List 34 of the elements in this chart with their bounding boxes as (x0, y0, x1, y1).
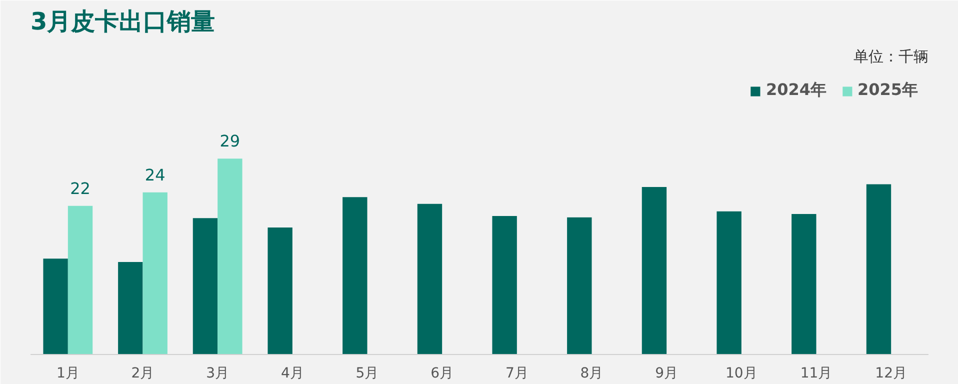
bar (866, 184, 892, 354)
bar (492, 216, 517, 354)
data-label: 24 (144, 165, 166, 184)
legend-label: 2024年 (766, 80, 826, 101)
bar (417, 204, 442, 354)
bar (792, 214, 816, 354)
chart-title: 3月皮卡出口销量 (30, 8, 216, 36)
x-tick-label: 8月 (580, 366, 604, 382)
x-tick-label: 9月 (655, 366, 678, 382)
bar (68, 206, 93, 354)
x-tick-label: 6月 (430, 366, 454, 382)
x-tick-label: 10月 (726, 366, 758, 382)
bar (118, 262, 143, 354)
bar (716, 211, 742, 354)
x-tick-label: 12月 (875, 366, 908, 382)
x-tick-label: 4月 (280, 366, 304, 382)
x-tick-label: 2月 (131, 366, 154, 382)
x-tick-label: 3月 (206, 366, 230, 382)
text: 单位：千辆 (854, 48, 928, 66)
bar (567, 217, 592, 354)
bar (642, 187, 667, 354)
data-label: 22 (70, 178, 90, 198)
x-tick-label: 11月 (800, 366, 832, 382)
x-tick-label: 7月 (505, 366, 528, 382)
bar (192, 218, 218, 354)
bar (268, 228, 292, 354)
bar (342, 197, 368, 354)
bar (218, 158, 242, 354)
legend-label: 2025年 (857, 80, 918, 101)
data-label: 29 (220, 132, 240, 151)
x-tick-label: 5月 (356, 366, 379, 382)
bar (43, 258, 68, 354)
x-tick-label: 1月 (56, 366, 80, 382)
bar (142, 192, 168, 354)
